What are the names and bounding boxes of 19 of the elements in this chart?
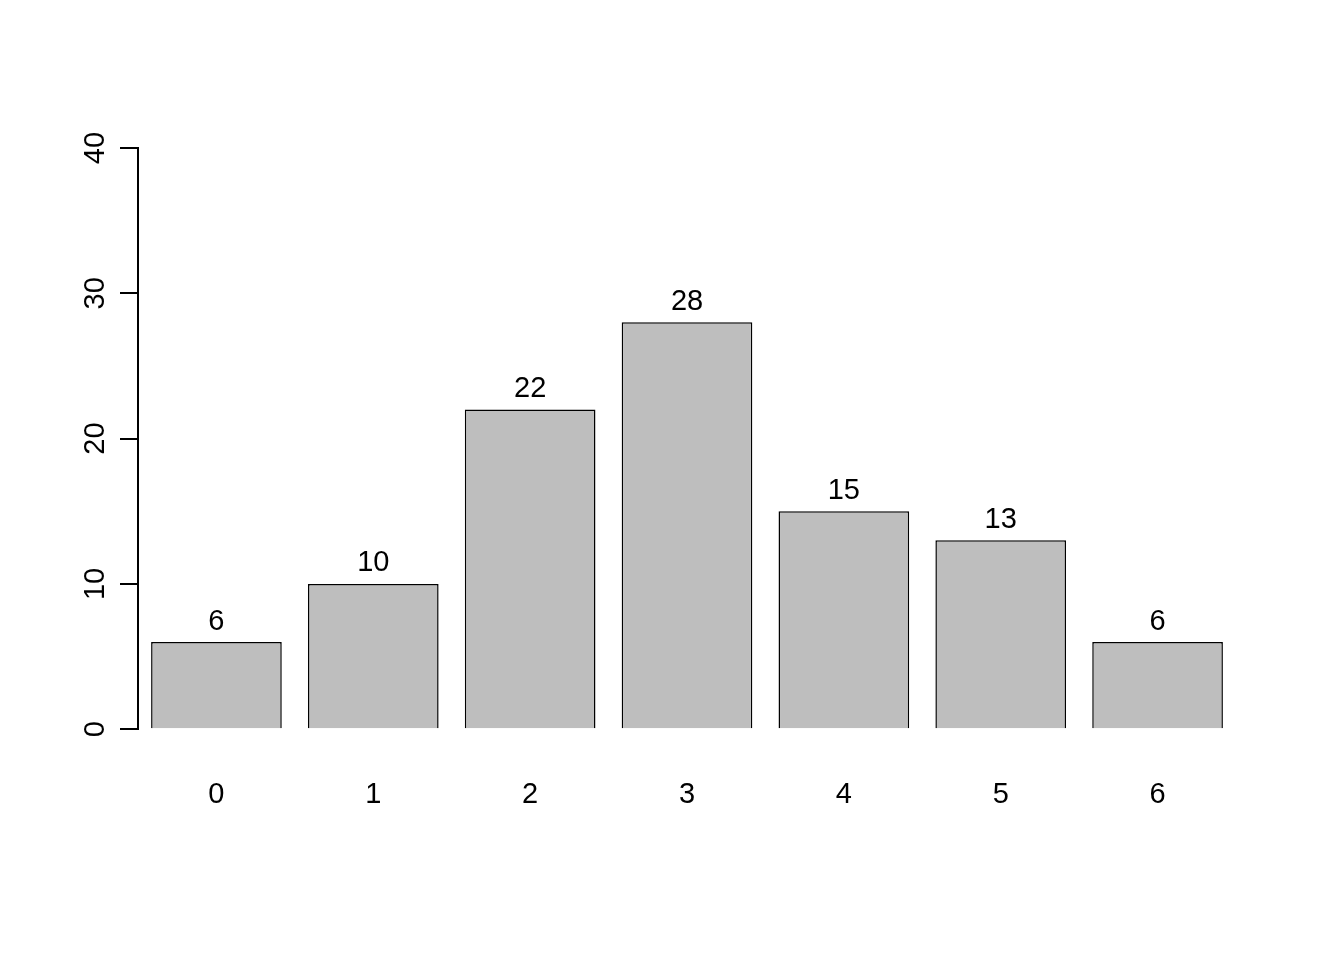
x-tick-label: 0 [208, 776, 225, 809]
data-label: 28 [670, 283, 704, 316]
data-label: 22 [514, 371, 547, 404]
x-tick-label: 3 [678, 776, 696, 809]
y-tick-label: 10 [77, 567, 110, 601]
data-label: 6 [208, 603, 225, 636]
x-tick-label: 1 [365, 776, 382, 809]
data-label: 13 [984, 501, 1017, 534]
y-tick-label: 30 [77, 277, 110, 310]
y-tick-label: 40 [77, 131, 110, 165]
x-tick-label: 5 [992, 776, 1009, 809]
y-tick-label: 0 [77, 721, 110, 738]
data-label: 15 [827, 472, 860, 505]
x-tick-label: 4 [835, 776, 852, 809]
x-tick-label: 2 [522, 776, 539, 809]
y-tick-label: 20 [77, 422, 110, 455]
x-tick-label: 6 [1149, 776, 1166, 809]
data-label: 10 [357, 545, 390, 578]
data-label: 6 [1149, 603, 1166, 636]
